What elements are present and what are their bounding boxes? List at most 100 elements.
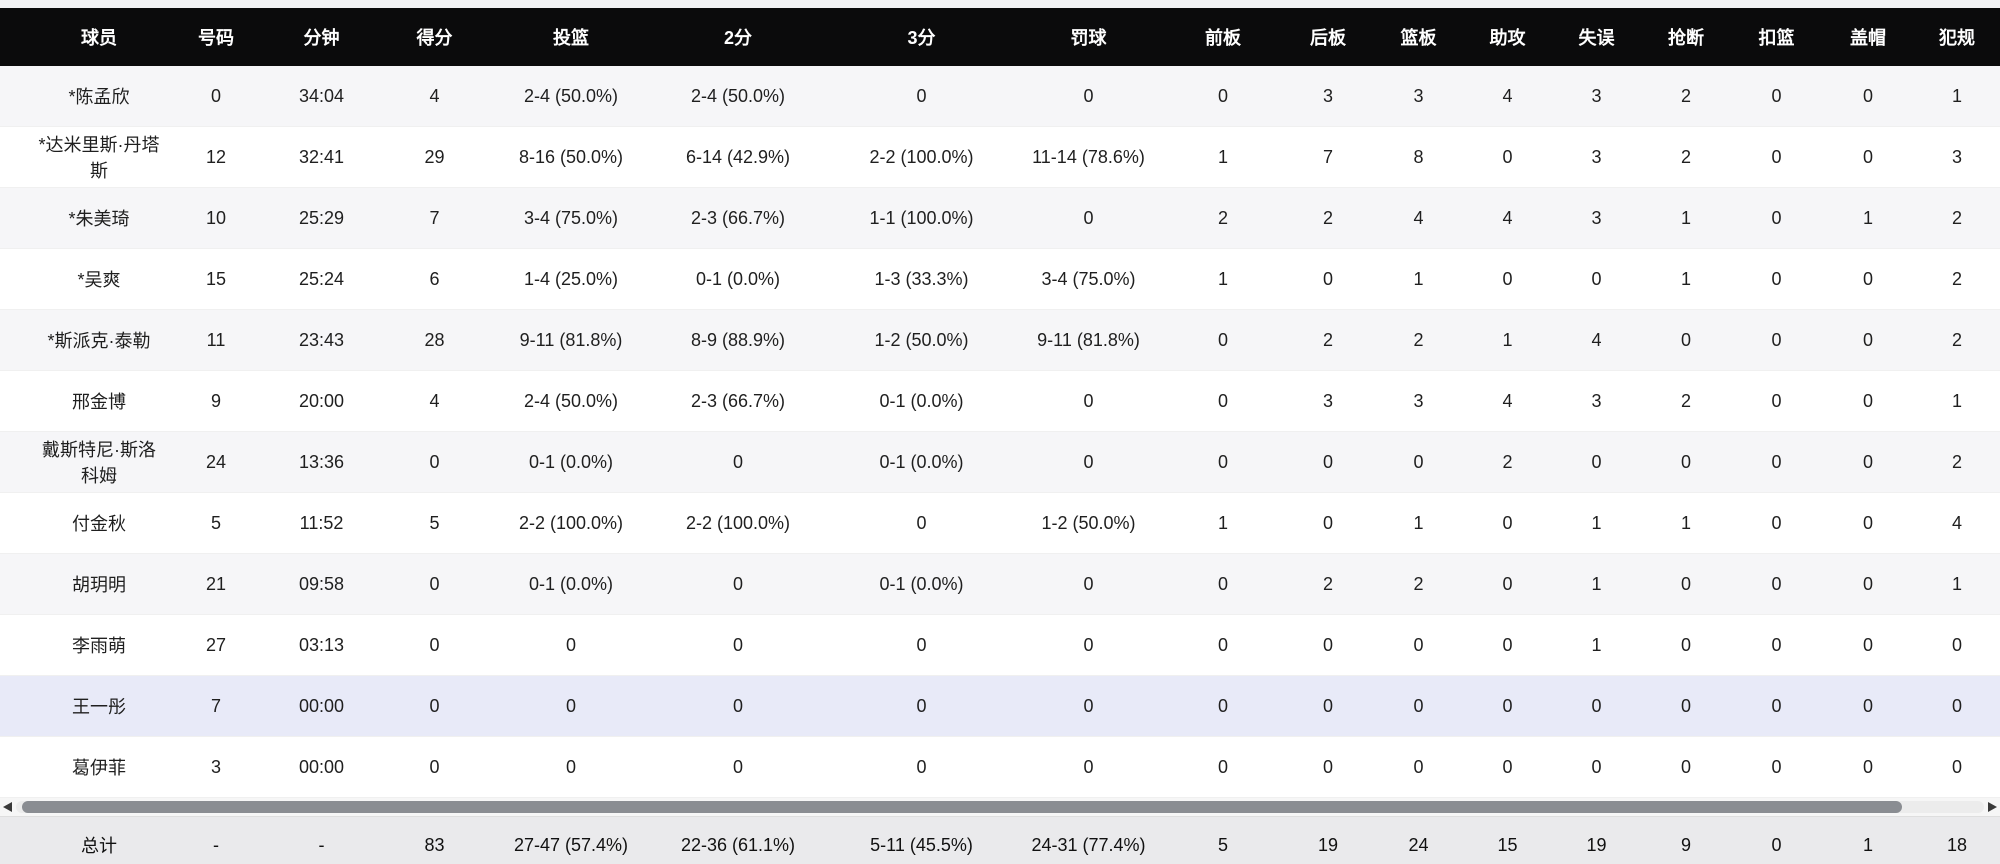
total-cell: 5 xyxy=(1164,816,1282,864)
stat-cell: 0 xyxy=(1822,553,1914,615)
stat-cell: 2-4 (50.0%) xyxy=(496,370,646,432)
top-strip xyxy=(0,0,2000,8)
total-cell: - xyxy=(270,816,373,864)
stat-cell: 0 xyxy=(1013,736,1164,798)
column-header-7: 3分 xyxy=(830,8,1013,66)
column-header-4: 得分 xyxy=(373,8,496,66)
stat-cell: 2 xyxy=(1164,187,1282,249)
stat-cell: 7 xyxy=(1282,126,1374,188)
player-row-6[interactable]: 邢金博 9 20:00 4 2-4 (50.0%) 2-3 (66.7%) 0-1 (0.0… xyxy=(0,370,2000,432)
total-cell: 27-47 (57.4%) xyxy=(496,816,646,864)
stat-cell: 4 xyxy=(1463,66,1552,127)
stat-cell: 0 xyxy=(1013,431,1164,493)
stat-cell: 21 xyxy=(162,553,270,615)
stat-cell: 15 xyxy=(162,248,270,310)
player-row-7[interactable]: 戴斯特尼·斯洛科姆 24 13:36 0 0-1 (0.0%) 0 0-1 (0.0%) 0 0… xyxy=(0,431,2000,493)
stat-cell: 0 xyxy=(1822,66,1914,127)
player-row-3[interactable]: *朱美琦 10 25:29 7 3-4 (75.0%) 2-3 (66.7%) 1-1 (1… xyxy=(0,187,2000,249)
stat-cell: 0 xyxy=(373,553,496,615)
stat-cell: 3 xyxy=(1552,66,1641,127)
stat-cell: 23:43 xyxy=(270,309,373,371)
player-row-1[interactable]: *陈孟欣 0 34:04 4 2-4 (50.0%) 2-4 (50.0%) 0 0 0 3 3 4 3… xyxy=(0,66,2000,127)
stat-cell: 1-3 (33.3%) xyxy=(830,248,1013,310)
stat-cell: 0 xyxy=(830,675,1013,737)
stat-cell: 0 xyxy=(1164,66,1282,127)
stat-cell: 0 xyxy=(1914,614,2000,676)
player-name: *达米里斯·丹塔斯 xyxy=(0,126,162,188)
player-row-10[interactable]: 李雨萌 27 03:13 0 0 0 0 0 0 0 0 0 1 0 0 0 0 xyxy=(0,614,2000,676)
player-name: 李雨萌 xyxy=(0,614,162,676)
stat-cell: 1 xyxy=(1374,248,1463,310)
stat-cell: 1-2 (50.0%) xyxy=(1013,492,1164,554)
stat-cell: 1 xyxy=(1374,492,1463,554)
stat-cell: 10 xyxy=(162,187,270,249)
stat-cell: 27 xyxy=(162,614,270,676)
stat-cell: 0 xyxy=(1822,370,1914,432)
stat-cell: 0 xyxy=(1282,614,1374,676)
stat-cell: 3 xyxy=(1374,370,1463,432)
stat-cell: 1-4 (25.0%) xyxy=(496,248,646,310)
player-row-11[interactable]: 王一彤 7 00:00 0 0 0 0 0 0 0 0 0 0 0 0 0 0 xyxy=(0,675,2000,737)
stat-cell: 3 xyxy=(1914,126,2000,188)
stat-cell: 2 xyxy=(1914,431,2000,493)
stat-cell: 1 xyxy=(1552,553,1641,615)
stat-cell: 4 xyxy=(1374,187,1463,249)
stat-cell: 0 xyxy=(373,431,496,493)
stat-cell: 00:00 xyxy=(270,736,373,798)
player-name: 葛伊菲 xyxy=(0,736,162,798)
scrollbar-thumb[interactable] xyxy=(22,801,1902,813)
column-header-12: 助攻 xyxy=(1463,8,1552,66)
stat-cell: 0 xyxy=(1282,492,1374,554)
stat-cell: 0 xyxy=(1641,553,1731,615)
stat-cell: 1-1 (100.0%) xyxy=(830,187,1013,249)
stat-cell: 9 xyxy=(162,370,270,432)
stat-cell: 2-3 (66.7%) xyxy=(646,370,830,432)
stat-cell: 1 xyxy=(1164,248,1282,310)
totals-row: 总计 - -83 27-47 (57.4%) 22-36 (61.1%) 5-11 (45… xyxy=(0,816,2000,864)
stat-cell: 0 xyxy=(1822,736,1914,798)
stat-cell: 3 xyxy=(1282,370,1374,432)
player-name: *吴爽 xyxy=(0,248,162,310)
stat-cell: 0 xyxy=(1463,126,1552,188)
stat-cell: 0 xyxy=(1013,675,1164,737)
player-row-9[interactable]: 胡玥明 21 09:58 0 0-1 (0.0%) 0 0-1 (0.0%) 0 0 2 2 0 1 0 0… xyxy=(0,553,2000,615)
column-header-1: 球员 xyxy=(0,8,162,66)
stat-cell: 1 xyxy=(1914,553,2000,615)
player-row-4[interactable]: *吴爽 15 25:24 6 1-4 (25.0%) 0-1 (0.0%) 1-3 (33.… xyxy=(0,248,2000,310)
scroll-left-arrow-icon[interactable] xyxy=(3,802,12,812)
stat-cell: 0 xyxy=(1164,736,1282,798)
player-row-12[interactable]: 葛伊菲 3 00:00 0 0 0 0 0 0 0 0 0 0 0 0 0 0 xyxy=(0,736,2000,798)
stat-cell: 0 xyxy=(1641,309,1731,371)
stat-cell: 0 xyxy=(830,66,1013,127)
player-row-5[interactable]: *斯派克·泰勒 11 23:43 28 9-11 (81.8%) 8-9 (88.9%) 1… xyxy=(0,309,2000,371)
stat-cell: 0 xyxy=(830,492,1013,554)
stat-cell: 0 xyxy=(1374,736,1463,798)
total-cell: 24-31 (77.4%) xyxy=(1013,816,1164,864)
total-cell: 19 xyxy=(1282,816,1374,864)
total-cell: 19 xyxy=(1552,816,1641,864)
stat-cell: 8 xyxy=(1374,126,1463,188)
stat-cell: 0-1 (0.0%) xyxy=(830,553,1013,615)
scroll-right-arrow-icon[interactable] xyxy=(1988,802,1997,812)
stat-cell: 0 xyxy=(1731,126,1822,188)
player-name: 付金秋 xyxy=(0,492,162,554)
column-header-9: 前板 xyxy=(1164,8,1282,66)
player-row-8[interactable]: 付金秋 5 11:52 5 2-2 (100.0%) 2-2 (100.0%) 0 1-2 (… xyxy=(0,492,2000,554)
table-header-row: 球员 号码 分钟 得分 投篮 2分 3分 罚球 前板 后板 篮板 助攻 失误 抢断 扣篮 盖帽 犯规 xyxy=(0,8,2000,66)
stat-cell: 0 xyxy=(496,736,646,798)
stat-cell: 1 xyxy=(1914,370,2000,432)
stat-cell: 0 xyxy=(1374,614,1463,676)
player-row-2[interactable]: *达米里斯·丹塔斯 12 32:41 29 8-16 (50.0%) 6-14 (42.9… xyxy=(0,126,2000,188)
stat-cell: 0-1 (0.0%) xyxy=(496,553,646,615)
stat-cell: 2-4 (50.0%) xyxy=(496,66,646,127)
stat-cell: 3 xyxy=(1282,66,1374,127)
stat-cell: 2-2 (100.0%) xyxy=(496,492,646,554)
stat-cell: 0 xyxy=(1731,553,1822,615)
stat-cell: 2 xyxy=(1374,309,1463,371)
stat-cell: 0 xyxy=(1463,736,1552,798)
stat-cell: 0 xyxy=(1731,248,1822,310)
stat-cell: 00:00 xyxy=(270,675,373,737)
stat-cell: 0 xyxy=(373,675,496,737)
horizontal-scrollbar[interactable] xyxy=(0,798,2000,816)
